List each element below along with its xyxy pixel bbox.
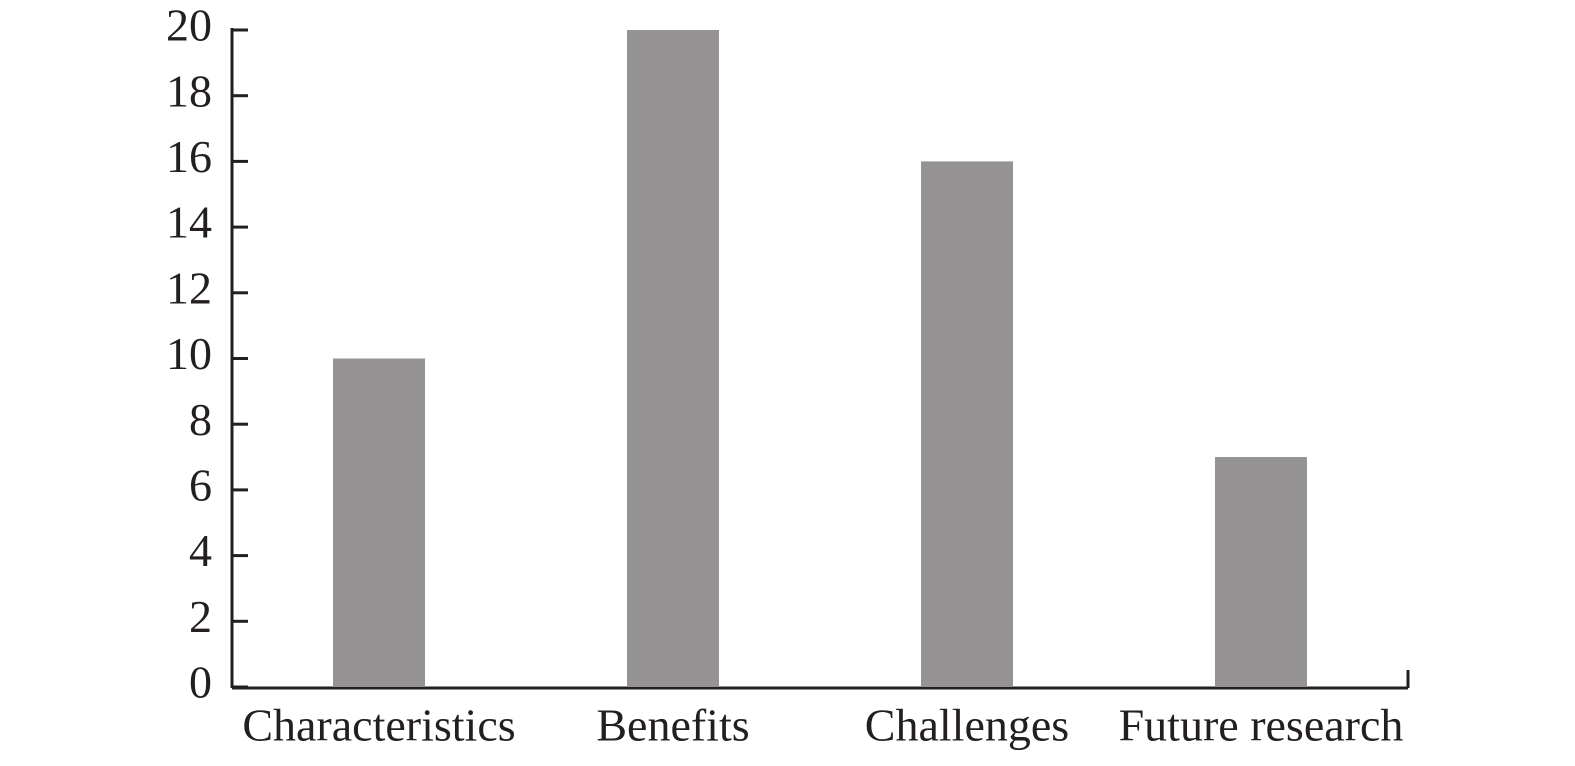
y-tick-label: 0: [189, 657, 212, 708]
bar: [921, 161, 1013, 687]
y-tick-label: 14: [166, 197, 212, 248]
y-tick-label: 4: [189, 525, 212, 576]
y-tick-label: 12: [166, 262, 212, 313]
bar: [627, 30, 719, 687]
bar: [333, 358, 425, 687]
y-tick-label: 10: [166, 328, 212, 379]
y-tick-label: 8: [189, 394, 212, 445]
y-tick-label: 6: [189, 459, 212, 510]
y-tick-label: 20: [166, 0, 212, 51]
x-tick-label: Challenges: [865, 700, 1069, 751]
y-tick-label: 2: [189, 591, 212, 642]
x-tick-label: Characteristics: [242, 700, 515, 751]
x-tick-label: Future research: [1119, 700, 1404, 751]
y-tick-label: 16: [166, 131, 212, 182]
y-tick-label: 18: [166, 65, 212, 116]
bar: [1215, 457, 1307, 687]
x-tick-label: Benefits: [596, 700, 749, 751]
